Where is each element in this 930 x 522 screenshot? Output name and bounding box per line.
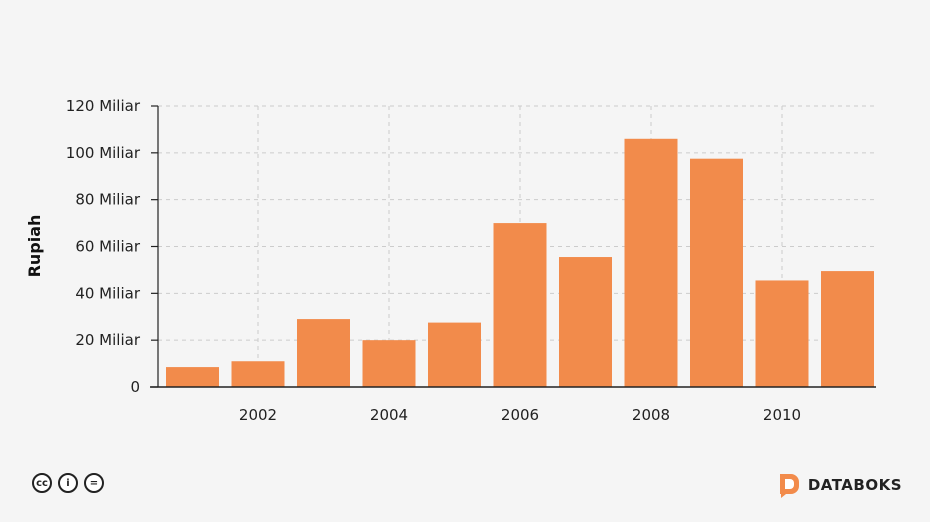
bar-2003	[297, 319, 350, 387]
bar-2011	[821, 271, 874, 387]
y-tick-labels: 0 20 Miliar 40 Miliar 60 Miliar 80 Miliar 100…	[66, 97, 141, 396]
x-tick-label: 2006	[501, 406, 539, 424]
bar-2001	[166, 367, 219, 387]
x-tick-label: 2004	[370, 406, 408, 424]
bar-2010	[755, 280, 809, 387]
bar-2006	[493, 223, 547, 387]
databoks-logo-icon	[779, 474, 799, 498]
bar-2005	[428, 322, 481, 387]
bar-2004	[362, 340, 416, 387]
by-icon: i	[58, 473, 78, 493]
brand-name: DATABOKS	[807, 476, 902, 494]
bar-2008	[624, 138, 678, 387]
bar-2009	[690, 158, 743, 387]
bar-2002	[231, 361, 285, 387]
x-tick-label: 2010	[763, 406, 801, 424]
x-tick-labels: 2002 2004 2006 2008 2010	[239, 406, 801, 424]
x-tick-label: 2008	[632, 406, 670, 424]
y-tick-label: 80 Miliar	[75, 191, 140, 209]
bar-2007	[559, 257, 612, 387]
y-tick-label: 120 Miliar	[66, 97, 141, 115]
y-tick-label: 100 Miliar	[66, 144, 141, 162]
y-tick-label: 60 Miliar	[75, 238, 140, 256]
y-tick-label: 20 Miliar	[75, 331, 140, 349]
license-icons: cc i =	[32, 473, 104, 493]
axes	[150, 105, 876, 388]
y-axis-label: Rupiah	[25, 215, 44, 278]
x-tick-label: 2002	[239, 406, 277, 424]
nd-icon: =	[84, 473, 104, 493]
bar-chart: 0 20 Miliar 40 Miliar 60 Miliar 80 Miliar 100…	[25, 97, 876, 424]
y-tick-label: 0	[130, 378, 140, 396]
bars	[166, 138, 874, 387]
brand: DATABOKS	[778, 472, 902, 498]
cc-icon: cc	[32, 473, 52, 493]
y-tick-label: 40 Miliar	[75, 284, 140, 302]
